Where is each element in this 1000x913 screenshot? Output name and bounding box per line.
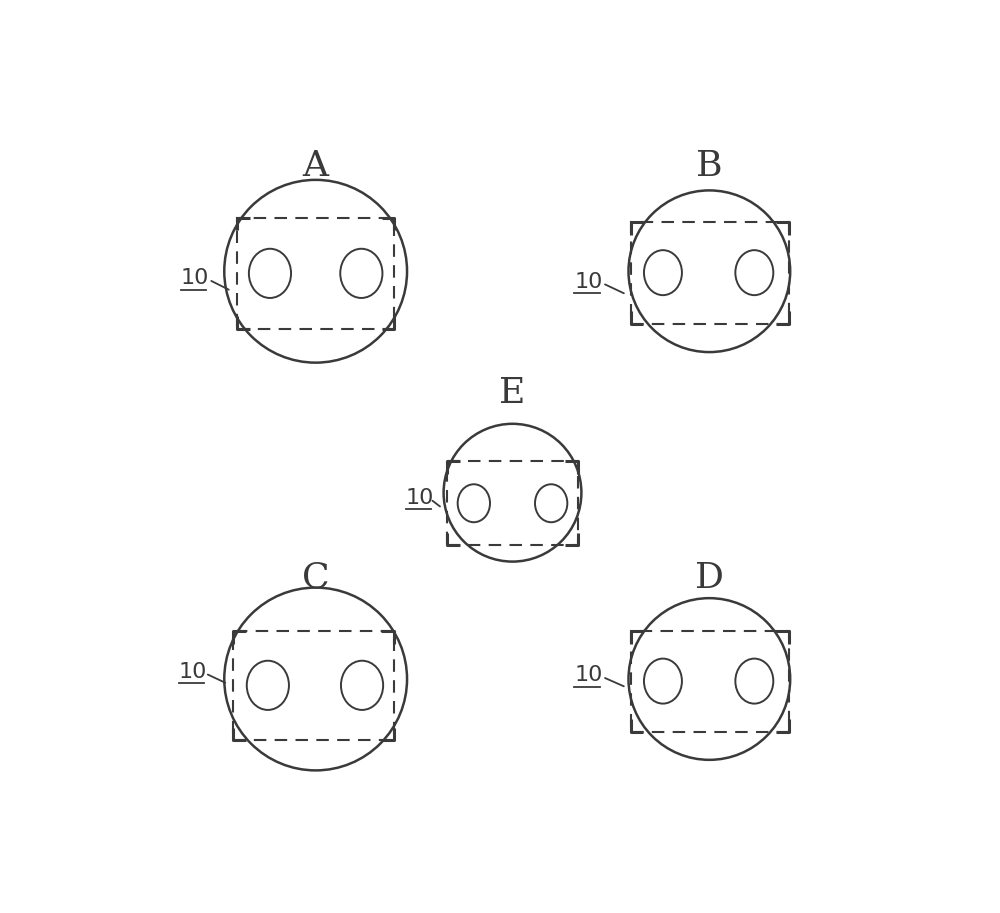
Text: 10: 10 <box>181 268 209 289</box>
Bar <box>237 218 394 329</box>
Text: D: D <box>695 561 724 594</box>
Text: E: E <box>499 376 526 410</box>
Text: 10: 10 <box>574 666 603 686</box>
Text: 10: 10 <box>179 662 207 682</box>
Text: 10: 10 <box>406 488 434 508</box>
Bar <box>447 461 578 545</box>
Bar <box>631 222 789 324</box>
Text: C: C <box>302 561 329 594</box>
Text: B: B <box>696 150 723 184</box>
Text: 10: 10 <box>574 272 603 292</box>
Bar <box>631 631 789 731</box>
Bar <box>233 631 394 740</box>
Text: A: A <box>303 150 329 184</box>
